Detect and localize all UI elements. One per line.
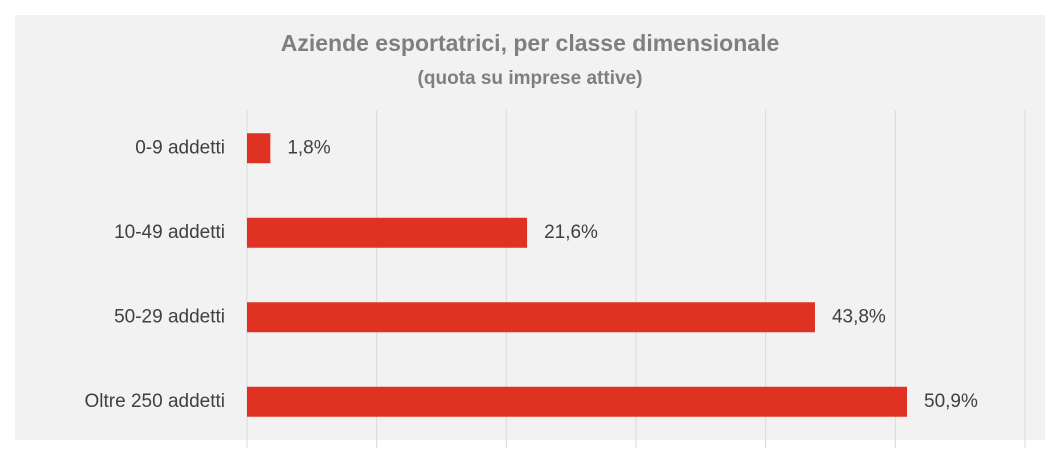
data-label: 50,9% xyxy=(924,391,978,412)
chart-subtitle: (quota su imprese attive) xyxy=(418,68,643,89)
bar xyxy=(247,217,528,248)
chart-title: Aziende esportatrici, per classe dimensi… xyxy=(281,30,780,56)
data-label: 1,8% xyxy=(287,137,330,158)
data-label: 43,8% xyxy=(832,306,886,327)
bar xyxy=(247,386,908,417)
y-tick-label: 10-49 addetti xyxy=(114,222,225,243)
data-label: 21,6% xyxy=(544,222,598,243)
y-tick-label: 50-29 addetti xyxy=(114,306,225,327)
y-tick-label: Oltre 250 addetti xyxy=(85,391,225,412)
bar xyxy=(247,133,271,164)
chart-background xyxy=(15,15,1045,440)
y-tick-label: 0-9 addetti xyxy=(135,137,225,158)
bar xyxy=(247,302,815,333)
